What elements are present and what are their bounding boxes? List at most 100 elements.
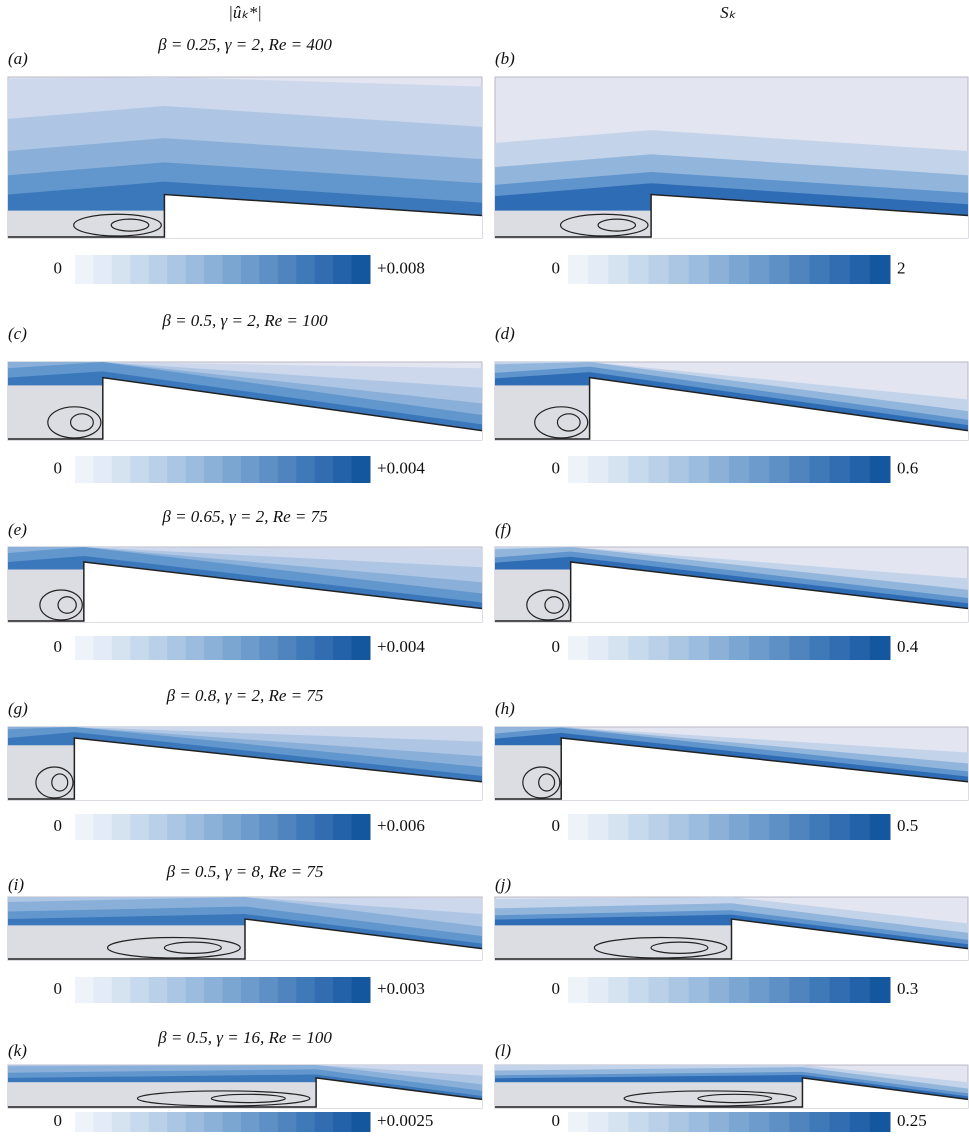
panel-label: (k) bbox=[8, 1041, 27, 1060]
colorbar-step bbox=[111, 814, 131, 840]
colorbar-step bbox=[351, 977, 371, 1003]
colorbar-max: 0.6 bbox=[897, 458, 918, 477]
streamline bbox=[47, 406, 102, 439]
colorbar-step bbox=[809, 456, 831, 483]
colorbar-step bbox=[75, 456, 94, 483]
colorbar-min: 0 bbox=[552, 1111, 561, 1130]
colorbar-step bbox=[568, 977, 589, 1003]
colorbar-step bbox=[849, 1112, 871, 1132]
colorbar-step bbox=[148, 636, 168, 660]
colorbar-step bbox=[204, 636, 223, 660]
colorbar-step bbox=[130, 814, 150, 840]
colorbar-step bbox=[75, 977, 94, 1003]
colorbar-min: 0 bbox=[552, 637, 561, 656]
colorbar-min: 0 bbox=[54, 816, 63, 835]
panel-params: β = 0.5, γ = 16, Re = 100 bbox=[157, 1028, 332, 1047]
colorbar-step bbox=[648, 456, 670, 483]
colorbar-step bbox=[240, 636, 260, 660]
colorbar-step bbox=[333, 814, 353, 840]
colorbar-step bbox=[608, 977, 629, 1003]
colorbar-step bbox=[648, 255, 670, 284]
contour-plot bbox=[494, 896, 969, 961]
colorbar-step bbox=[277, 636, 297, 660]
colorbar-step bbox=[588, 636, 609, 660]
colorbar-step bbox=[111, 1112, 131, 1132]
colorbar-step bbox=[588, 814, 609, 840]
wall-line bbox=[495, 376, 969, 440]
colorbar-step bbox=[708, 814, 730, 840]
colorbar-step bbox=[130, 636, 150, 660]
colorbar-step bbox=[185, 977, 205, 1003]
colorbar-step bbox=[809, 1112, 831, 1132]
colorbar-max: +0.004 bbox=[377, 637, 425, 656]
colorbar-step bbox=[849, 255, 871, 284]
contour-plot bbox=[7, 1064, 483, 1109]
colorbar-step bbox=[568, 814, 589, 840]
contour-plot bbox=[7, 76, 483, 239]
colorbar-step bbox=[296, 814, 316, 840]
streamline bbox=[136, 1090, 311, 1107]
colorbar-step bbox=[204, 977, 223, 1003]
solid-wall bbox=[651, 194, 968, 238]
colorbar-step bbox=[648, 814, 670, 840]
colorbar-step bbox=[688, 977, 710, 1003]
colorbar-step bbox=[333, 456, 353, 483]
colorbar-step bbox=[648, 977, 670, 1003]
colorbar-step bbox=[789, 814, 810, 840]
colorbar-max: +0.008 bbox=[377, 258, 425, 277]
colorbar-step bbox=[608, 456, 629, 483]
colorbar-step bbox=[568, 1112, 589, 1132]
colorbar-step bbox=[869, 1112, 891, 1132]
colorbar-step bbox=[222, 977, 242, 1003]
colorbar-step bbox=[729, 255, 750, 284]
wall-line bbox=[495, 193, 969, 238]
streamline bbox=[522, 766, 561, 799]
colorbar-min: 0 bbox=[552, 816, 561, 835]
colorbar-max: 0.25 bbox=[897, 1111, 927, 1130]
colorbar-step bbox=[749, 977, 770, 1003]
colorbar-step bbox=[167, 255, 187, 284]
colorbar-step bbox=[93, 636, 113, 660]
wall-line bbox=[495, 561, 969, 622]
colorbar-step bbox=[314, 977, 334, 1003]
colorbar-step bbox=[93, 456, 113, 483]
colorbar-step bbox=[222, 1112, 242, 1132]
recirculation-zone bbox=[8, 745, 75, 800]
solid-wall bbox=[74, 737, 483, 800]
solid-wall bbox=[731, 919, 968, 960]
colorbar-step bbox=[167, 636, 187, 660]
colorbar-step bbox=[75, 255, 94, 284]
colorbar-min: 0 bbox=[552, 258, 561, 277]
panel-label: (c) bbox=[8, 324, 27, 343]
colorbar-step bbox=[749, 1112, 770, 1132]
colorbar-step bbox=[668, 456, 690, 483]
colorbar-max: 0.4 bbox=[897, 637, 919, 656]
colorbar-step bbox=[111, 636, 131, 660]
colorbar-step bbox=[222, 636, 242, 660]
wall-line bbox=[8, 561, 483, 622]
colorbar-step bbox=[829, 977, 851, 1003]
solid-wall bbox=[83, 562, 482, 622]
solid-wall bbox=[589, 377, 968, 440]
colorbar-step bbox=[148, 1112, 168, 1132]
colorbar-step bbox=[628, 636, 649, 660]
colorbar-step bbox=[222, 255, 242, 284]
colorbar-step bbox=[869, 636, 891, 660]
wall-line bbox=[495, 918, 969, 960]
colorbar-min: 0 bbox=[54, 1111, 63, 1130]
colorbar-step bbox=[789, 977, 810, 1003]
column-header: |ûₖ*| bbox=[228, 3, 262, 22]
colorbar-step bbox=[277, 1112, 297, 1132]
colorbar-step bbox=[789, 456, 810, 483]
colorbar-step bbox=[333, 636, 353, 660]
colorbar-step bbox=[849, 636, 871, 660]
panel-label: (g) bbox=[8, 699, 28, 718]
recirculation-zone bbox=[8, 569, 84, 622]
colorbar-step bbox=[769, 636, 790, 660]
colorbar-step bbox=[314, 456, 334, 483]
colorbar-step bbox=[148, 814, 168, 840]
colorbar-step bbox=[809, 636, 831, 660]
colorbar-step bbox=[351, 255, 371, 284]
colorbar-step bbox=[729, 1112, 750, 1132]
